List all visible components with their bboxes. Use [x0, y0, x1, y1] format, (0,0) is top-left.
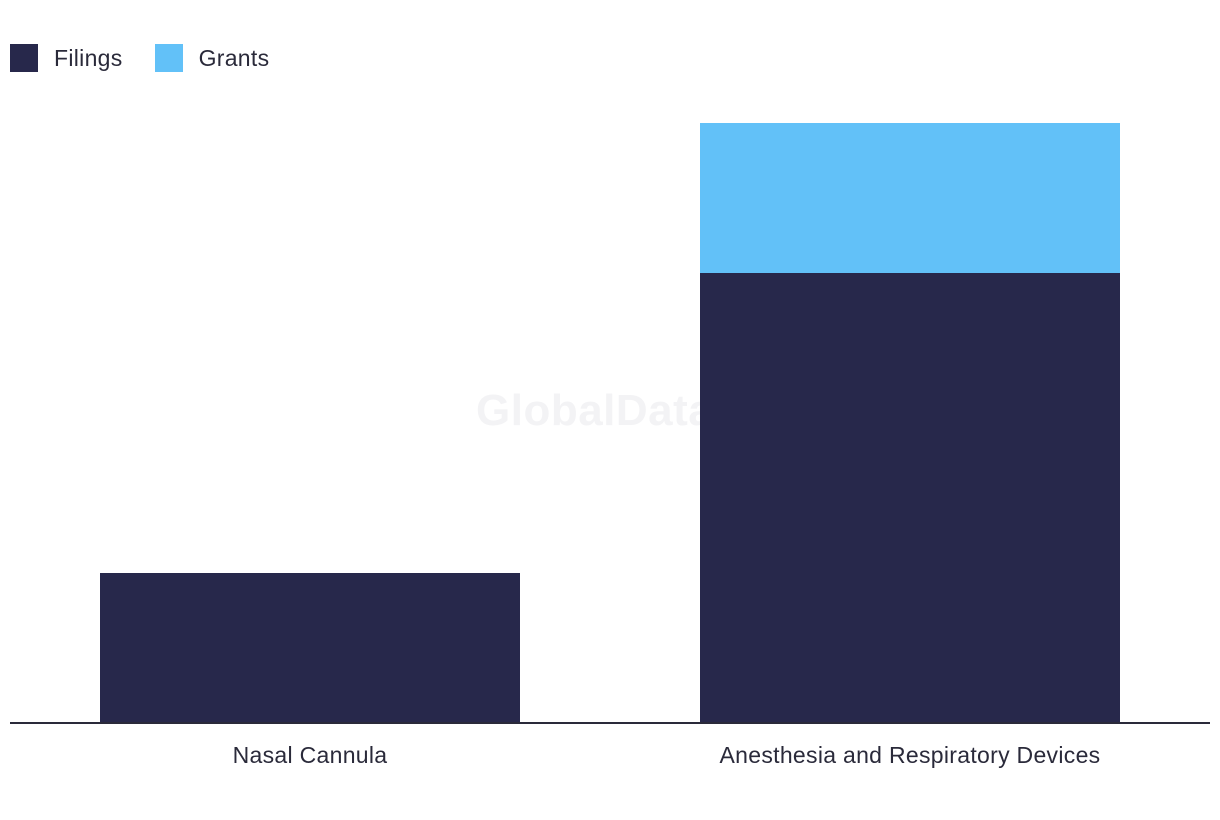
- bar-grants-1: [700, 123, 1120, 273]
- legend: Filings Grants: [10, 44, 301, 72]
- legend-swatch-grants: [154, 44, 183, 72]
- legend-label-grants: Grants: [198, 44, 270, 71]
- legend-label-filings: Filings: [54, 44, 123, 71]
- legend-swatch-filings: [10, 44, 38, 72]
- bars-group: [100, 123, 1120, 723]
- x-tick-labels: Nasal Cannula Anesthesia and Respiratory …: [233, 742, 1101, 768]
- bar-filings-0: [100, 573, 520, 723]
- legend-item-filings: Filings: [10, 44, 123, 72]
- watermark: GlobalData: [476, 386, 714, 435]
- legend-item-grants: Grants: [154, 44, 270, 72]
- bar-filings-1: [700, 273, 1120, 723]
- x-tick-label: Anesthesia and Respiratory Devices: [720, 742, 1101, 768]
- x-tick-label: Nasal Cannula: [233, 742, 388, 768]
